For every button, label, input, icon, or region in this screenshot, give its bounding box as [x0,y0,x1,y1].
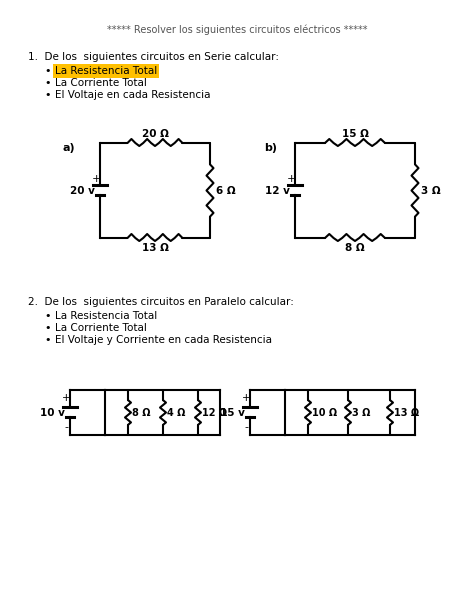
Text: 20 Ω: 20 Ω [142,129,168,139]
Text: a): a) [63,143,75,153]
Text: 8 Ω: 8 Ω [132,408,151,417]
Text: 20 v: 20 v [70,186,94,196]
Text: 12 v: 12 v [264,186,290,196]
Text: 2.  De los  siguientes circuitos en Paralelo calcular:: 2. De los siguientes circuitos en Parale… [28,297,294,307]
Text: 3 Ω: 3 Ω [352,408,370,417]
Text: 4 Ω: 4 Ω [167,408,185,417]
Text: 10 v: 10 v [39,408,64,417]
Text: -: - [64,422,68,432]
Text: 3 Ω: 3 Ω [421,186,441,196]
Text: +: + [286,173,296,183]
Text: La Corriente Total: La Corriente Total [55,78,147,88]
Text: 6 Ω: 6 Ω [216,186,236,196]
Text: La Corriente Total: La Corriente Total [55,323,147,333]
Text: El Voltaje y Corriente en cada Resistencia: El Voltaje y Corriente en cada Resistenc… [55,335,272,345]
Text: •: • [45,323,51,333]
Text: 13 Ω: 13 Ω [394,408,419,417]
Text: 15 v: 15 v [219,408,245,417]
Text: El Voltaje en cada Resistencia: El Voltaje en cada Resistencia [55,90,210,100]
Text: 12 Ω: 12 Ω [202,408,227,417]
Text: 8 Ω: 8 Ω [345,243,365,253]
Text: 1.  De los  siguientes circuitos en Serie calcular:: 1. De los siguientes circuitos en Serie … [28,52,279,62]
Text: La Resistencia Total: La Resistencia Total [55,311,157,321]
Text: +: + [91,173,100,183]
Text: 10 Ω: 10 Ω [312,408,337,417]
Text: •: • [45,90,51,100]
Text: b): b) [264,143,277,153]
Text: ***** Resolver los siguientes circuitos eléctricos *****: ***** Resolver los siguientes circuitos … [107,25,367,36]
Text: La Resistencia Total: La Resistencia Total [55,66,157,76]
Text: +: + [242,393,250,403]
Text: 15 Ω: 15 Ω [342,129,368,139]
Text: •: • [45,335,51,345]
Text: 13 Ω: 13 Ω [142,243,168,253]
Text: •: • [45,66,51,76]
Text: +: + [62,393,70,403]
Text: •: • [45,311,51,321]
Text: -: - [244,422,248,432]
Text: •: • [45,78,51,88]
